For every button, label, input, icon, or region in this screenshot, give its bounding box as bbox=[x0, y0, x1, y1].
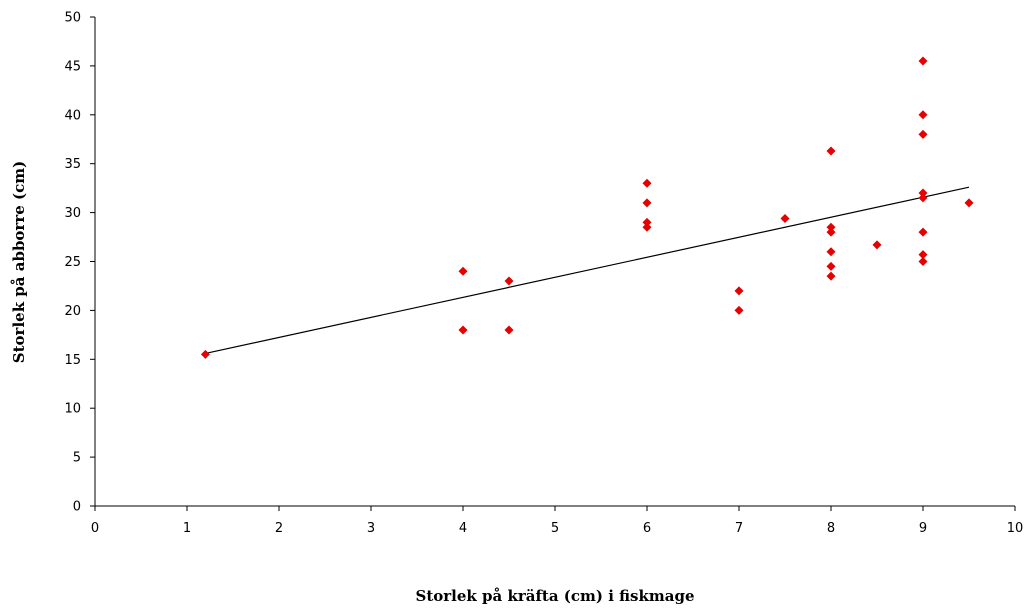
data-point bbox=[918, 110, 928, 120]
data-points bbox=[200, 56, 974, 359]
data-point bbox=[826, 271, 836, 281]
data-point bbox=[918, 250, 928, 260]
trendline bbox=[205, 186, 970, 355]
data-point bbox=[918, 129, 928, 139]
y-tick-label: 45 bbox=[64, 59, 81, 74]
data-point bbox=[826, 227, 836, 237]
x-axis-title: Storlek på kräfta (cm) i fiskmage bbox=[415, 587, 694, 605]
data-point bbox=[826, 247, 836, 257]
x-tick-label: 3 bbox=[367, 521, 375, 536]
data-point bbox=[826, 222, 836, 232]
x-tick-label: 1 bbox=[183, 521, 191, 536]
data-point bbox=[504, 325, 514, 335]
y-tick-label: 50 bbox=[64, 11, 81, 26]
data-point bbox=[826, 261, 836, 271]
y-tick-label: 30 bbox=[64, 206, 81, 221]
x-tick-label: 7 bbox=[735, 521, 743, 536]
x-tick-label: 8 bbox=[827, 521, 835, 536]
data-point bbox=[918, 56, 928, 66]
data-point bbox=[734, 286, 744, 296]
y-tick-label: 5 bbox=[73, 451, 81, 466]
x-tick-label: 5 bbox=[551, 521, 559, 536]
y-tick-label: 15 bbox=[64, 353, 81, 368]
data-point bbox=[780, 213, 790, 223]
data-point bbox=[504, 276, 514, 286]
data-point bbox=[642, 178, 652, 188]
data-point bbox=[200, 349, 210, 359]
data-point bbox=[458, 325, 468, 335]
x-axis-ticks: 0 1 2 3 4 5 6 7 8 9 10 bbox=[91, 506, 1023, 536]
y-tick-label: 35 bbox=[64, 157, 81, 172]
data-point bbox=[918, 227, 928, 237]
x-tick-label: 4 bbox=[459, 521, 467, 536]
y-axis-title: Storlek på abborre (cm) bbox=[10, 161, 28, 363]
data-point bbox=[826, 146, 836, 156]
x-tick-label: 6 bbox=[643, 521, 651, 536]
data-point bbox=[642, 198, 652, 208]
data-point bbox=[458, 266, 468, 276]
y-tick-label: 10 bbox=[64, 402, 81, 417]
x-tick-label: 10 bbox=[1007, 521, 1024, 536]
data-point bbox=[734, 305, 744, 315]
y-tick-label: 20 bbox=[64, 304, 81, 319]
x-tick-label: 0 bbox=[91, 521, 99, 536]
data-point bbox=[872, 240, 882, 250]
y-axis-ticks: 0 5 10 15 20 25 30 35 40 45 50 bbox=[64, 11, 95, 515]
x-tick-label: 2 bbox=[275, 521, 283, 536]
y-tick-label: 25 bbox=[64, 255, 81, 270]
data-point bbox=[918, 257, 928, 266]
x-tick-label: 9 bbox=[919, 521, 927, 536]
y-tick-label: 40 bbox=[64, 108, 81, 123]
data-point bbox=[918, 193, 928, 203]
data-point bbox=[918, 188, 928, 198]
data-point bbox=[642, 222, 652, 232]
y-tick-label: 0 bbox=[73, 500, 81, 515]
data-point bbox=[964, 198, 974, 208]
data-point bbox=[642, 217, 652, 227]
